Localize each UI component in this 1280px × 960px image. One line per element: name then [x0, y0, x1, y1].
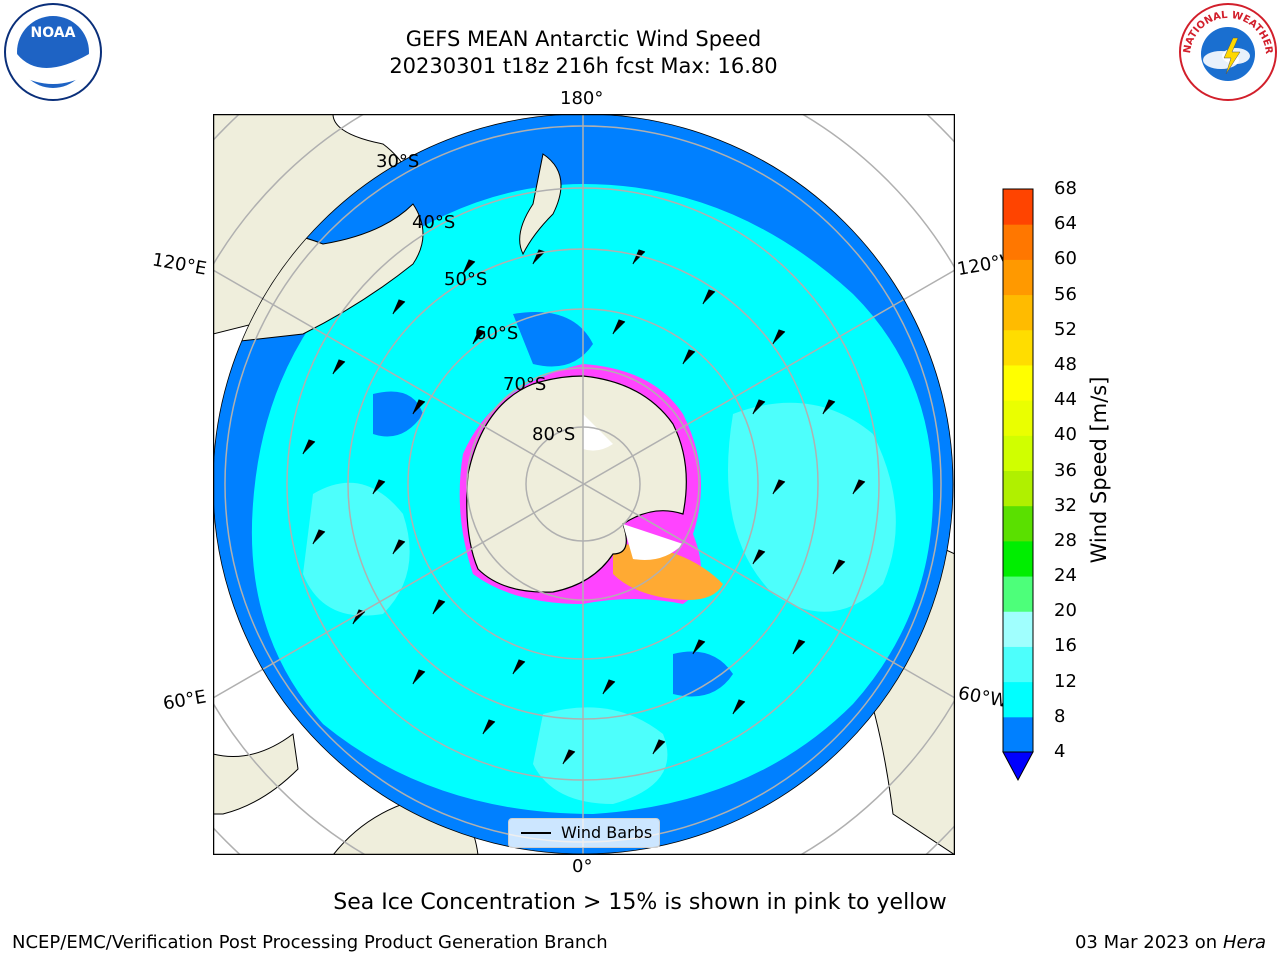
colorbar-segment [1003, 259, 1033, 296]
colorbar-tick-label: 68 [1054, 178, 1077, 199]
colorbar-tick-label: 4 [1054, 741, 1066, 762]
colorbar-label: Wind Speed [m/s] [1087, 376, 1111, 564]
lon-label-120e: 120°E [150, 249, 209, 280]
polar-map[interactable] [213, 114, 955, 855]
colorbar-tick-label: 28 [1054, 529, 1077, 551]
chart-subtitle: 20230301 t18z 216h fcst Max: 16.80 [389, 54, 778, 78]
colorbar-segment [1003, 505, 1033, 542]
colorbar-tick-label: 8 [1054, 705, 1066, 727]
lon-label-0: 0° [572, 856, 593, 877]
colorbar-segment [1003, 540, 1033, 577]
footer-branch: NCEP/EMC/Verification Post Processing Pr… [12, 932, 608, 953]
colorbar-tick-label: 12 [1054, 670, 1077, 692]
colorbar-segment [1003, 224, 1033, 260]
lat-label-40s: 40°S [412, 212, 456, 233]
noaa-logo-text: NOAA [31, 25, 76, 41]
lon-label-180: 180° [560, 88, 604, 109]
colorbar-segment [1003, 364, 1033, 401]
lon-label-60e: 60°E [161, 686, 208, 715]
colorbar-segment [1003, 646, 1033, 683]
footer-host: Hera [1222, 932, 1266, 953]
footer-date-text: 03 Mar 2023 on [1074, 932, 1218, 953]
colorbar-segment [1003, 294, 1033, 331]
colorbar-tick-label: 40 [1054, 424, 1077, 446]
colorbar-tick-label: 24 [1054, 565, 1077, 587]
colorbar-segment [1003, 681, 1033, 718]
colorbar-tick-label: 16 [1054, 635, 1077, 657]
colorbar-tick-label: 64 [1054, 213, 1077, 235]
colorbar-segment [1003, 611, 1033, 647]
colorbar-tick-label: 48 [1054, 353, 1077, 375]
legend-label: Wind Barbs [561, 823, 653, 842]
colorbar-segment [1003, 716, 1033, 753]
wind-barb-legend: Wind Barbs [508, 818, 660, 848]
colorbar-segment [1003, 576, 1033, 612]
legend-line-swatch [521, 832, 551, 834]
nws-logo: NATIONAL WEATHER SERVICE [1176, 2, 1277, 101]
lat-label-50s: 50°S [444, 269, 488, 290]
lat-label-30s: 30°S [376, 151, 420, 172]
colorbar-segment [1003, 400, 1033, 436]
colorbar-tick-label: 32 [1054, 494, 1077, 516]
colorbar-tick-label: 44 [1054, 389, 1077, 411]
sea-ice-note: Sea Ice Concentration > 15% is shown in … [333, 890, 947, 915]
colorbar-segment [1003, 435, 1033, 471]
lat-label-60s: 60°S [475, 323, 519, 344]
colorbar-tick-label: 56 [1054, 283, 1077, 305]
colorbar [1002, 188, 1034, 782]
chart-title: GEFS MEAN Antarctic Wind Speed [405, 27, 762, 51]
noaa-logo: NOAA [4, 3, 102, 101]
lat-label-80s: 80°S [532, 424, 576, 445]
footer-date: 03 Mar 2023 on Hera [1075, 932, 1266, 953]
colorbar-segment [1003, 329, 1033, 366]
colorbar-tick-label: 60 [1054, 248, 1077, 270]
colorbar-tick-label: 36 [1054, 459, 1077, 481]
lat-label-70s: 70°S [503, 374, 547, 395]
colorbar-segment [1003, 189, 1033, 225]
colorbar-under-triangle [1002, 751, 1034, 782]
colorbar-segment [1003, 470, 1033, 507]
colorbar-tick-label: 52 [1054, 318, 1077, 340]
colorbar-tick-label: 20 [1054, 600, 1077, 622]
